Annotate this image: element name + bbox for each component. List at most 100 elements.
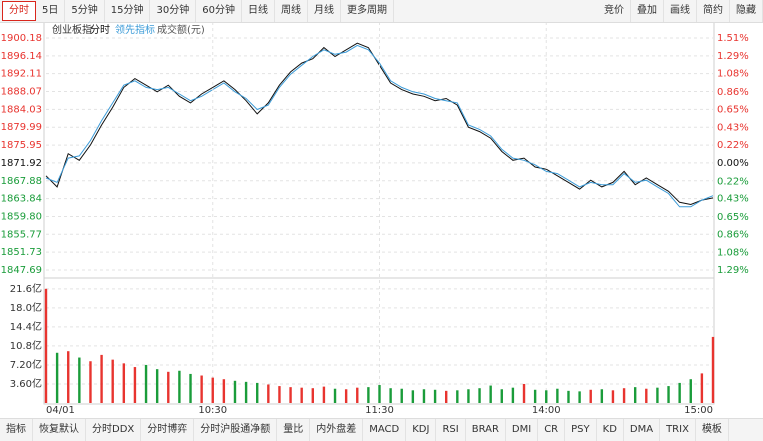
volume-bar — [600, 389, 604, 403]
volume-bar — [333, 388, 337, 403]
volume-bar — [656, 387, 659, 403]
indicator-tab[interactable]: CR — [538, 419, 566, 441]
y2-tick-label: 0.43% — [717, 122, 749, 133]
volume-bar — [111, 359, 114, 403]
y-tick-label: 1888.07 — [1, 87, 42, 98]
y2-tick-label: 0.00% — [717, 158, 749, 169]
y2-tick-label: 0.86% — [717, 229, 749, 240]
period-tab[interactable]: 5日 — [36, 0, 66, 22]
y-tick-label: 1875.95 — [1, 140, 42, 151]
tool-button[interactable]: 叠加 — [631, 0, 664, 22]
volume-bar — [122, 363, 126, 403]
indicator-tab[interactable]: 分时博弈 — [141, 419, 195, 441]
x-tick-label: 15:00 — [684, 405, 713, 416]
y-tick-label: 1879.99 — [1, 122, 42, 133]
indicator-tab[interactable]: DMI — [506, 419, 539, 441]
y2-tick-label: 0.22% — [717, 140, 749, 151]
indicator-tab[interactable]: KD — [597, 419, 624, 441]
volume-bar — [445, 390, 448, 403]
indicator-tab[interactable]: 模板 — [696, 419, 729, 441]
period-tab[interactable]: 5分钟 — [65, 0, 105, 22]
volume-bar — [456, 390, 459, 403]
indicator-bar: 指标 恢复默认 分时DDX 分时博弈 分时沪股通净额 量比 内外盘差 MACD KDJ RSI BR… — [0, 418, 763, 441]
volume-bar — [322, 386, 326, 403]
y-tick-label: 21.6亿 — [10, 282, 42, 295]
volume-bar — [200, 375, 203, 403]
volume-bar — [356, 387, 359, 403]
volume-bar — [189, 373, 192, 403]
volume-bar — [256, 382, 259, 403]
volume-bar — [100, 354, 103, 403]
volume-bar — [244, 381, 248, 403]
volume-bar — [500, 389, 503, 403]
volume-bar — [389, 388, 392, 403]
volume-bar — [700, 373, 704, 403]
volume-bar — [378, 385, 381, 403]
tool-button[interactable]: 画线 — [664, 0, 697, 22]
y-tick-label: 14.4亿 — [10, 320, 42, 333]
period-tab[interactable]: 日线 — [242, 0, 275, 22]
volume-bar — [44, 288, 48, 403]
toolbar-right: 竞价 叠加 画线 简约 隐藏 — [598, 0, 763, 22]
volume-bar — [67, 351, 70, 403]
indicator-tab[interactable]: DMA — [624, 419, 661, 441]
volume-bar — [211, 377, 214, 403]
period-tab[interactable]: 30分钟 — [150, 0, 197, 22]
indicator-tab[interactable]: KDJ — [406, 419, 437, 441]
volume-bar — [478, 388, 481, 403]
volume-bar — [55, 352, 59, 403]
y-tick-label: 1900.18 — [1, 33, 42, 44]
indicator-tab[interactable]: 量比 — [277, 419, 311, 441]
volume-bar — [678, 382, 681, 403]
volume-bar — [289, 387, 292, 403]
tool-button[interactable]: 简约 — [697, 0, 730, 22]
y-tick-label: 1863.84 — [1, 194, 42, 205]
indicator-tab[interactable]: 指标 — [0, 419, 33, 441]
y-tick-label: 1896.14 — [1, 51, 42, 62]
y-tick-label: 1851.73 — [1, 247, 42, 258]
indicator-tab[interactable]: 恢复默认 — [33, 419, 86, 441]
period-tab[interactable]: 60分钟 — [196, 0, 242, 22]
legend-entry[interactable]: 领先指标 — [115, 23, 155, 36]
period-tab[interactable]: 更多周期 — [341, 0, 394, 22]
volume-bar — [511, 387, 515, 403]
x-tick-label: 14:00 — [532, 405, 561, 416]
volume-bar — [89, 361, 92, 403]
x-tick-label: 10:30 — [198, 405, 227, 416]
indicator-tab[interactable]: 分时DDX — [86, 419, 142, 441]
volume-bar — [578, 391, 581, 403]
volume-bar — [311, 388, 314, 403]
period-tab[interactable]: 周线 — [275, 0, 308, 22]
indicator-tab[interactable]: TRIX — [660, 419, 696, 441]
y2-tick-label: 0.86% — [717, 87, 749, 98]
legend-entry[interactable]: 分时 — [90, 24, 110, 36]
period-tab[interactable]: 15分钟 — [105, 0, 151, 22]
volume-bar — [300, 387, 303, 403]
volume-bar — [622, 388, 626, 403]
volume-bar — [467, 389, 470, 403]
tool-button[interactable]: 隐藏 — [730, 0, 763, 22]
volume-bar — [167, 371, 170, 403]
period-tab[interactable]: 分时 — [2, 1, 36, 21]
indicator-tab[interactable]: RSI — [436, 419, 466, 441]
legend-entry[interactable]: 成交额(元) — [157, 23, 205, 36]
y2-tick-label: 1.08% — [717, 248, 749, 259]
price-line — [45, 44, 714, 208]
period-tab[interactable]: 月线 — [308, 0, 341, 22]
y2-tick-label: 1.51% — [717, 33, 749, 44]
volume-bar — [344, 389, 348, 403]
indicator-tab[interactable]: 分时沪股通净额 — [194, 419, 278, 441]
indicator-tab[interactable]: BRAR — [466, 419, 506, 441]
y-tick-label: 1855.77 — [1, 229, 42, 240]
tool-button[interactable]: 竞价 — [598, 0, 631, 22]
volume-bar — [533, 389, 537, 403]
volume-bar — [589, 389, 592, 403]
volume-bar — [433, 389, 437, 403]
volume-bar — [178, 370, 181, 403]
indicator-tab[interactable]: 内外盘差 — [310, 419, 364, 441]
indicator-tab[interactable]: MACD — [363, 419, 407, 441]
volume-bar — [155, 369, 159, 403]
volume-bar — [233, 380, 237, 403]
indicator-tab[interactable]: PSY — [565, 419, 597, 441]
volume-bar — [78, 357, 81, 403]
